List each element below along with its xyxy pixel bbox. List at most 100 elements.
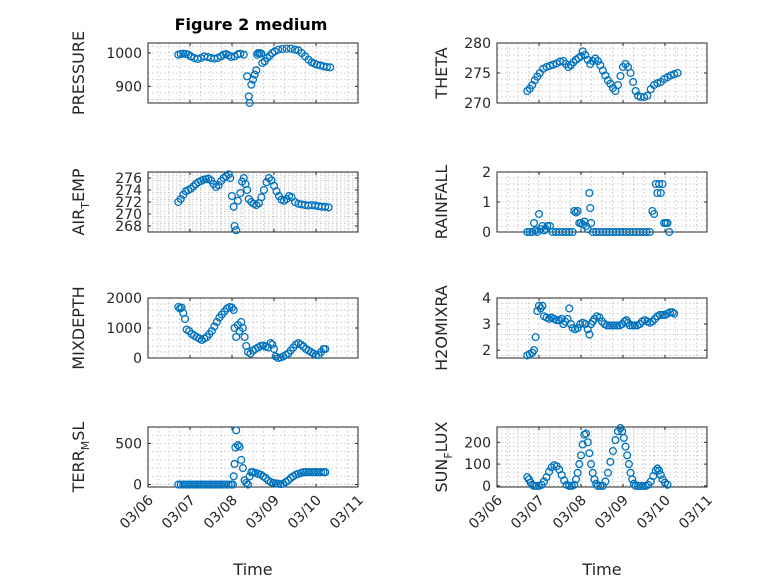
data-point	[611, 436, 620, 445]
data-point	[603, 468, 612, 477]
data-point	[189, 182, 198, 191]
data-point	[238, 323, 247, 333]
data-point	[236, 49, 245, 58]
y-tick-label: 4	[482, 291, 491, 307]
subplot-rainfall: 0 1 2 RAINFALL	[432, 165, 708, 241]
data-point	[230, 459, 239, 469]
data-point	[261, 473, 270, 483]
data-point	[608, 321, 617, 330]
data-point	[228, 480, 237, 489]
data-point	[316, 468, 326, 477]
data-point	[176, 194, 185, 204]
y-tick-label: 200	[464, 435, 491, 451]
data-point	[231, 443, 240, 452]
data-point	[286, 44, 295, 53]
y-axis-label-main: TERR	[69, 450, 88, 493]
data-point	[263, 53, 272, 63]
data-point	[179, 480, 188, 489]
y-tick-label: 280	[464, 36, 491, 52]
y-tick-label: 1000	[106, 46, 142, 62]
data-point	[534, 209, 544, 219]
data-point	[193, 54, 202, 64]
data-point	[199, 480, 208, 489]
data-point	[299, 342, 308, 351]
data-point	[585, 449, 594, 458]
data-point	[648, 317, 657, 326]
x-tick-label: 03/08	[201, 493, 241, 533]
data-point	[262, 178, 271, 187]
y-axis-label: THETA	[432, 47, 451, 99]
y-axis-label-main: SUN	[432, 459, 451, 493]
y-tick-label: 2000	[106, 291, 142, 307]
data-point	[628, 321, 637, 330]
y-axis-label: TERRMSL	[69, 422, 92, 494]
data-point	[623, 451, 632, 460]
data-point	[586, 203, 595, 213]
data-point	[601, 477, 610, 486]
data-point	[587, 218, 596, 228]
data-point	[204, 480, 213, 489]
y-tick-label: 270	[115, 207, 142, 223]
data-point	[321, 202, 330, 211]
data-point	[245, 98, 254, 108]
data-point	[232, 332, 241, 342]
data-point	[259, 185, 268, 195]
data-point	[186, 480, 195, 489]
data-point	[590, 314, 599, 323]
data-point	[598, 481, 607, 490]
data-point	[568, 227, 577, 237]
data-point	[608, 446, 617, 456]
data-point	[547, 463, 556, 472]
axes-box	[147, 426, 359, 488]
y-tick-label: 274	[115, 183, 142, 199]
data-point	[296, 340, 305, 349]
data-point	[189, 480, 198, 489]
y-axis-label: RAINFALL	[432, 165, 451, 240]
data-point	[591, 54, 600, 63]
data-point	[624, 460, 633, 469]
data-point	[229, 305, 238, 315]
y-axis-label: PRESSURE	[69, 31, 88, 115]
data-point	[244, 92, 253, 101]
data-point	[201, 480, 211, 489]
y-axis-label-subscript: T	[79, 202, 92, 210]
x-tick-label: 03/10	[285, 493, 325, 533]
data-point	[210, 322, 219, 331]
figure-title: Figure 2 medium	[175, 15, 328, 34]
y-axis-label-rest: EMP	[69, 168, 88, 202]
x-axis-label: Time	[581, 560, 621, 579]
y-axis-label-main: MIXDEPTH	[69, 286, 88, 369]
data-point	[196, 480, 205, 489]
data-point	[660, 478, 670, 487]
y-axis-label: MIXDEPTH	[69, 286, 88, 369]
data-point	[247, 80, 256, 89]
data-point	[531, 333, 540, 342]
data-point	[266, 338, 275, 348]
y-tick-label: 500	[115, 436, 142, 452]
data-point	[583, 438, 592, 447]
data-point	[529, 481, 539, 490]
data-point	[290, 45, 300, 54]
subplot-mixdepth: 0 1000 2000 MIXDEPTH	[69, 286, 359, 370]
data-point	[605, 321, 614, 330]
data-point	[212, 317, 221, 327]
data-point	[257, 49, 266, 58]
y-axis-label: SUNFLUX	[432, 421, 455, 492]
data-point	[613, 321, 622, 330]
data-point	[529, 218, 539, 228]
data-point	[575, 460, 584, 469]
data-point	[636, 481, 645, 490]
y-axis-label-rest: LUX	[432, 421, 451, 452]
y-axis-label-rest: SL	[69, 422, 88, 441]
data-point	[581, 429, 591, 438]
data-point	[576, 451, 586, 460]
x-tick-label: 03/06	[466, 492, 506, 532]
x-tick-label: 03/10	[634, 493, 674, 533]
data-point	[232, 226, 241, 235]
y-tick-label: 0	[133, 351, 142, 367]
data-point	[237, 455, 246, 464]
y-tick-label: 2	[482, 165, 491, 181]
